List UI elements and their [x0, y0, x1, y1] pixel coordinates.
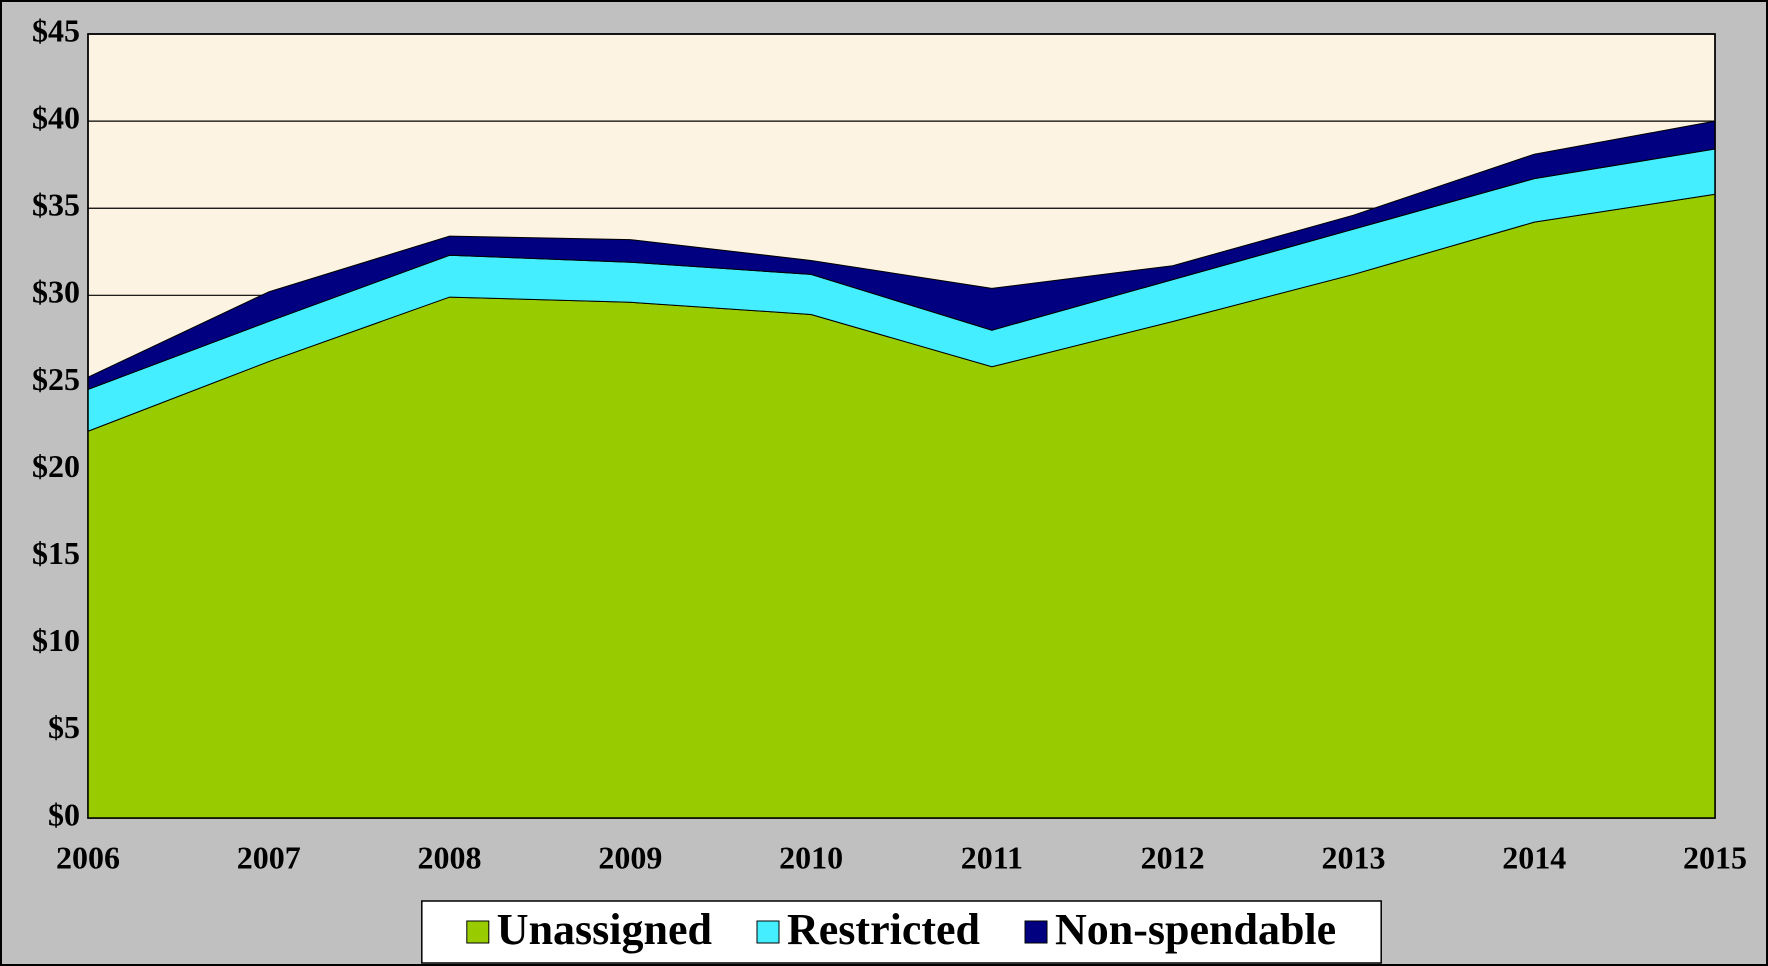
x-tick-label: 2009 — [598, 839, 662, 875]
y-tick-label: $35 — [32, 187, 80, 223]
legend-swatch — [466, 920, 490, 944]
x-tick-label: 2011 — [961, 839, 1023, 875]
legend-label: Non-spendable — [1055, 905, 1336, 954]
legend: Unassigned Restricted Non-spendable — [421, 900, 1382, 964]
y-tick-label: $0 — [48, 796, 80, 832]
y-tick-label: $45 — [32, 12, 80, 48]
legend-swatch — [1024, 920, 1048, 944]
x-tick-label: 2007 — [237, 839, 301, 875]
x-tick-label: 2012 — [1141, 839, 1205, 875]
x-tick-label: 2008 — [418, 839, 482, 875]
y-tick-label: $15 — [32, 535, 80, 571]
plot-border — [87, 33, 1716, 819]
legend-label: Unassigned — [497, 905, 712, 954]
legend-swatch — [756, 920, 780, 944]
y-tick-label: $5 — [48, 709, 80, 745]
x-tick-label: 2015 — [1683, 839, 1747, 875]
x-tick-label: 2014 — [1502, 839, 1566, 875]
y-tick-label: $25 — [32, 361, 80, 397]
legend-box — [421, 900, 1382, 964]
y-tick-label: $20 — [32, 448, 80, 484]
y-tick-label: $40 — [32, 99, 80, 135]
y-tick-label: $30 — [32, 274, 80, 310]
x-tick-label: 2010 — [779, 839, 843, 875]
legend-label: Restricted — [787, 905, 980, 954]
y-tick-label: $10 — [32, 622, 80, 658]
x-tick-label: 2013 — [1321, 839, 1385, 875]
x-tick-label: 2006 — [56, 839, 120, 875]
